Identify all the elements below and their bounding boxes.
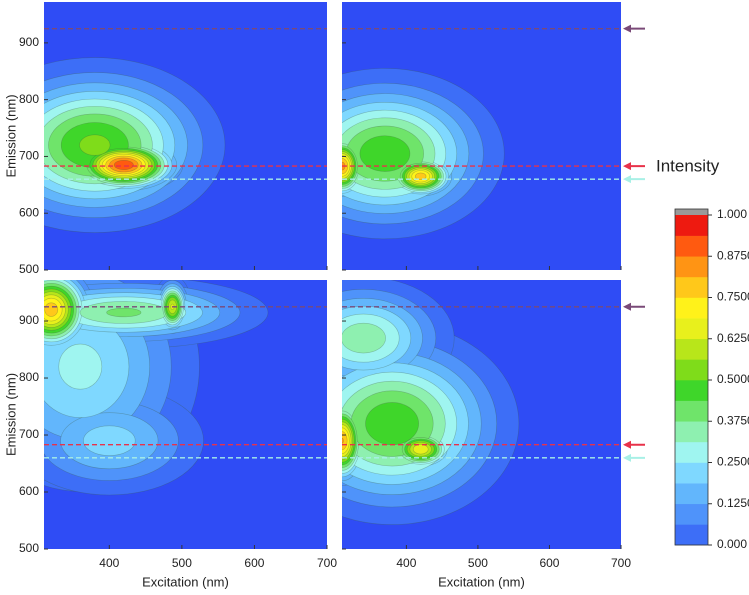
contour-band [365,402,419,446]
y-tick-label: 500 [19,541,39,555]
panel [44,280,327,549]
colorbar-bin [675,256,708,278]
contour-band [83,425,136,456]
y-tick-label: 800 [19,92,39,106]
colorbar-frame [674,208,709,546]
colorbar-bin [675,524,708,546]
colorbar-bin [675,235,708,257]
arrow-head [623,162,631,171]
arrow-head [623,453,631,462]
y-tick-label: 900 [19,35,39,49]
contour-band [342,322,386,354]
y-tick-label: 600 [19,205,39,219]
contour-band [415,172,427,181]
y-axis-title: Emission (nm) [3,373,18,456]
colorbar-bin [675,400,708,422]
colorbar-over [675,209,708,215]
x-tick-label: 600 [244,556,264,570]
contour-band [412,444,429,455]
contour-band [58,343,103,390]
contour-band [113,159,134,170]
x-tick-label: 700 [611,556,631,570]
colorbar-title: Intensity [656,156,720,175]
colorbar-bin [675,441,708,463]
x-tick-label: 400 [396,556,416,570]
colorbar-tick-label: 1.000 [717,207,747,221]
colorbar-bin [675,483,708,505]
colorbar-bin [675,215,708,236]
x-axis-title: Excitation (nm) [438,574,525,589]
colorbar-bin [675,380,708,401]
contour-band [359,135,411,172]
contour-band [44,302,59,317]
colorbar-bin [675,318,708,340]
x-tick-label: 700 [317,556,337,570]
y-tick-label: 700 [19,427,39,441]
x-axis-title: Excitation (nm) [142,574,229,589]
colorbar-bin [675,276,708,298]
colorbar-bin [675,421,708,443]
colorbar-bin [675,462,708,484]
y-tick-label: 600 [19,484,39,498]
contour-band [342,437,344,444]
colorbar-bin [675,338,708,360]
arrow-head [623,24,631,33]
y-tick-label: 900 [19,313,39,327]
y-tick-label: 500 [19,262,39,276]
panel [342,280,621,549]
colorbar-bin [675,359,708,381]
contour-band [79,134,111,156]
colorbar-tick-label: 0.8750 [717,248,749,262]
panel [44,2,327,270]
y-tick-label: 700 [19,149,39,163]
y-axis-title: Emission (nm) [3,94,18,177]
arrow-head [623,440,631,449]
x-tick-label: 500 [172,556,192,570]
y-tick-label: 800 [19,370,39,384]
x-tick-label: 500 [468,556,488,570]
colorbar-bin [675,503,708,525]
x-tick-label: 600 [539,556,559,570]
panel [342,2,621,270]
colorbar-tick-label: 0.000 [717,537,747,551]
contour-band [106,307,142,318]
x-tick-label: 400 [99,556,119,570]
arrow-head [623,302,631,311]
colorbar-bin [675,297,708,319]
arrow-head [623,175,631,184]
